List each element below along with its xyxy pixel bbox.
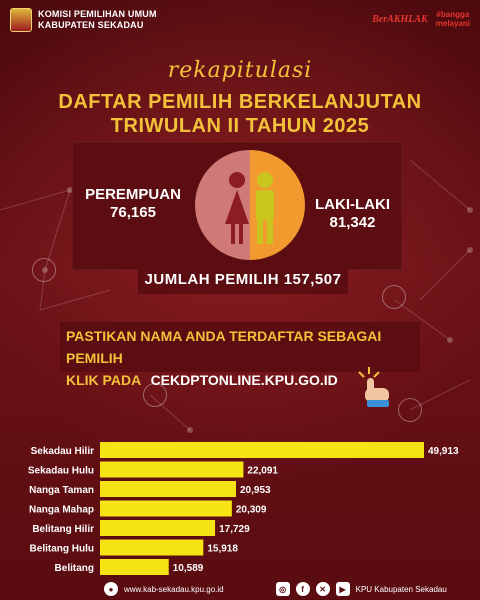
value-label: 20,953 bbox=[240, 485, 271, 496]
kpu-logo-icon bbox=[10, 8, 32, 32]
value-label: 20,309 bbox=[236, 505, 267, 516]
check-registration-box: PASTIKAN NAMA ANDA TERDAFTAR SEBAGAI PEM… bbox=[60, 322, 420, 388]
x-icon[interactable]: ✕ bbox=[315, 582, 330, 596]
female-icon bbox=[225, 172, 249, 244]
main-title: DAFTAR PEMILIH BERKELANJUTAN TRIWULAN II… bbox=[58, 91, 422, 137]
mail-icon bbox=[382, 285, 406, 309]
bar bbox=[100, 442, 424, 458]
facebook-icon[interactable]: f bbox=[295, 582, 310, 596]
bar bbox=[100, 520, 216, 536]
value-label: 10,589 bbox=[173, 563, 204, 574]
berakhlak-logo: BerAKHLAK bbox=[372, 13, 428, 25]
footer: ● www.kab-sekadau.kpu.go.id ◎ f ✕ ▶ KPU … bbox=[0, 578, 480, 600]
cekdpt-link[interactable]: CEKDPTONLINE.KPU.GO.ID bbox=[150, 372, 338, 388]
bar bbox=[100, 481, 237, 497]
pointing-hand-icon bbox=[358, 367, 389, 407]
script-title: rekapitulasi bbox=[167, 58, 313, 83]
instagram-icon[interactable]: ◎ bbox=[275, 582, 290, 596]
bar bbox=[100, 461, 244, 478]
account-text: KPU Kabupaten Sekadau bbox=[355, 584, 447, 594]
bar bbox=[100, 539, 204, 556]
category-label: Nanga Mahap bbox=[29, 505, 94, 516]
category-label: Sekadau Hilir bbox=[31, 446, 94, 457]
bar bbox=[100, 500, 232, 517]
globe-icon: ● bbox=[104, 582, 118, 596]
bar bbox=[100, 559, 169, 575]
female-stat: PEREMPUAN 76,165 bbox=[85, 186, 181, 221]
mail-icon bbox=[32, 258, 56, 282]
male-icon bbox=[256, 172, 274, 244]
organization-name: KOMISI PEMILIHAN UMUM KABUPATEN SEKADAU bbox=[38, 9, 157, 30]
value-label: 15,918 bbox=[207, 544, 238, 555]
value-label: 49,913 bbox=[428, 446, 459, 457]
brand-logos: BerAKHLAK #bangga melayani bbox=[372, 10, 470, 28]
category-label: Sekadau Hulu bbox=[28, 466, 94, 477]
category-label: Belitang bbox=[55, 563, 94, 574]
mail-icon bbox=[398, 398, 422, 422]
value-label: 22,091 bbox=[247, 466, 278, 477]
website-text[interactable]: www.kab-sekadau.kpu.go.id bbox=[124, 584, 224, 594]
category-label: Belitang Hilir bbox=[32, 524, 94, 535]
category-label: Belitang Hulu bbox=[30, 544, 94, 555]
district-bar-chart: Sekadau Hilir 49,913 Sekadau Hulu 22,091 Nan… bbox=[28, 442, 459, 575]
bangga-melayani-logo: #bangga melayani bbox=[435, 10, 470, 28]
category-label: Nanga Taman bbox=[29, 485, 94, 496]
youtube-icon[interactable]: ▶ bbox=[335, 582, 350, 596]
value-label: 17,729 bbox=[219, 524, 250, 535]
gender-pie bbox=[195, 150, 305, 260]
male-stat: LAKI-LAKI 81,342 bbox=[315, 196, 390, 231]
mail-icon bbox=[143, 383, 167, 407]
header: KOMISI PEMILIHAN UMUM KABUPATEN SEKADAU bbox=[10, 8, 157, 32]
total-voters: JUMLAH PEMILIH 157,507 bbox=[138, 266, 348, 294]
